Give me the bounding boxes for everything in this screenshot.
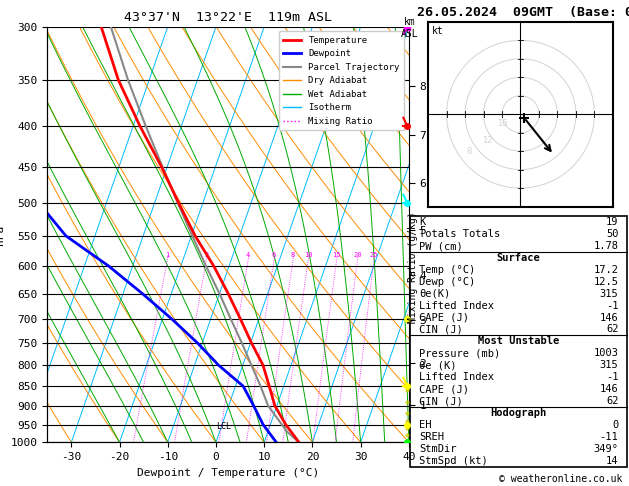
Text: 1: 1	[165, 252, 169, 258]
Text: 62: 62	[606, 396, 618, 406]
Text: StmDir: StmDir	[419, 444, 456, 454]
Text: 146: 146	[599, 384, 618, 394]
Y-axis label: hPa: hPa	[0, 225, 5, 244]
Text: 10: 10	[304, 252, 313, 258]
Text: -1: -1	[606, 372, 618, 382]
Text: 146: 146	[599, 312, 618, 323]
Text: Temp (°C): Temp (°C)	[419, 265, 475, 275]
Text: km
ASL: km ASL	[401, 17, 419, 38]
Text: 1.78: 1.78	[593, 241, 618, 251]
Text: 26.05.2024  09GMT  (Base: 06): 26.05.2024 09GMT (Base: 06)	[417, 6, 629, 19]
Text: PW (cm): PW (cm)	[419, 241, 462, 251]
Text: 349°: 349°	[593, 444, 618, 454]
Text: 8: 8	[291, 252, 295, 258]
Text: 315: 315	[599, 289, 618, 299]
Text: Pressure (mb): Pressure (mb)	[419, 348, 500, 358]
Text: θe(K): θe(K)	[419, 289, 450, 299]
Text: 0: 0	[612, 420, 618, 430]
Text: 15: 15	[332, 252, 341, 258]
Text: Surface: Surface	[497, 253, 540, 263]
Text: -11: -11	[599, 432, 618, 442]
Text: CAPE (J): CAPE (J)	[419, 312, 469, 323]
Text: Most Unstable: Most Unstable	[478, 336, 559, 347]
Text: θe (K): θe (K)	[419, 360, 456, 370]
Text: Mixing Ratio (g/kg): Mixing Ratio (g/kg)	[408, 211, 418, 323]
Text: 14: 14	[606, 455, 618, 466]
X-axis label: Dewpoint / Temperature (°C): Dewpoint / Temperature (°C)	[137, 468, 319, 478]
Text: 20: 20	[353, 252, 362, 258]
Text: Hodograph: Hodograph	[491, 408, 547, 418]
Text: 1003: 1003	[593, 348, 618, 358]
Text: 19: 19	[606, 217, 618, 227]
Legend: Temperature, Dewpoint, Parcel Trajectory, Dry Adiabat, Wet Adiabat, Isotherm, Mi: Temperature, Dewpoint, Parcel Trajectory…	[279, 31, 404, 130]
Text: © weatheronline.co.uk: © weatheronline.co.uk	[499, 473, 623, 484]
Text: 17.2: 17.2	[593, 265, 618, 275]
Text: LCL: LCL	[216, 422, 231, 431]
Text: 16: 16	[497, 119, 508, 128]
Text: 12.5: 12.5	[593, 277, 618, 287]
Text: Lifted Index: Lifted Index	[419, 372, 494, 382]
Text: 6: 6	[272, 252, 276, 258]
Text: 25: 25	[370, 252, 378, 258]
Text: 62: 62	[606, 325, 618, 334]
Text: CIN (J): CIN (J)	[419, 396, 462, 406]
Text: kt: kt	[432, 26, 443, 35]
Text: Lifted Index: Lifted Index	[419, 301, 494, 311]
Text: SREH: SREH	[419, 432, 444, 442]
Text: Totals Totals: Totals Totals	[419, 229, 500, 239]
Text: K: K	[419, 217, 425, 227]
Text: EH: EH	[419, 420, 431, 430]
Title: 43°37'N  13°22'E  119m ASL: 43°37'N 13°22'E 119m ASL	[124, 11, 332, 24]
Text: StmSpd (kt): StmSpd (kt)	[419, 455, 487, 466]
Text: 2: 2	[204, 252, 208, 258]
Text: -1: -1	[606, 301, 618, 311]
Text: Dewp (°C): Dewp (°C)	[419, 277, 475, 287]
Text: 12: 12	[482, 136, 493, 144]
Text: 4: 4	[246, 252, 250, 258]
Text: CIN (J): CIN (J)	[419, 325, 462, 334]
Text: 50: 50	[606, 229, 618, 239]
Text: CAPE (J): CAPE (J)	[419, 384, 469, 394]
Text: 315: 315	[599, 360, 618, 370]
Text: 8: 8	[466, 147, 472, 156]
